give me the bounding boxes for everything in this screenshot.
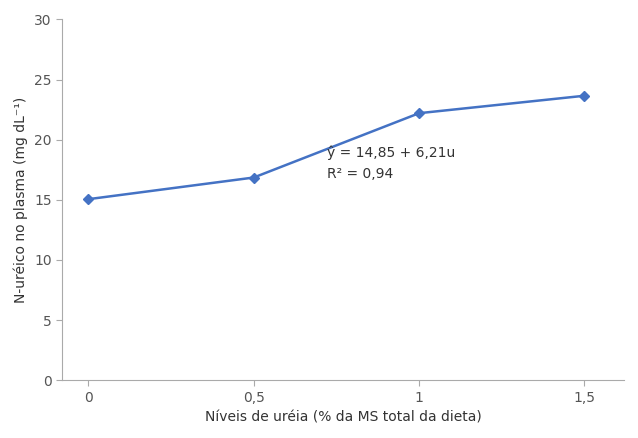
Y-axis label: N-uréico no plasma (mg dL⁻¹): N-uréico no plasma (mg dL⁻¹)	[14, 97, 28, 303]
Text: ŷ = 14,85 + 6,21u
R² = 0,94: ŷ = 14,85 + 6,21u R² = 0,94	[327, 146, 455, 181]
X-axis label: Níveis de uréia (% da MS total da dieta): Níveis de uréia (% da MS total da dieta)	[205, 410, 482, 424]
